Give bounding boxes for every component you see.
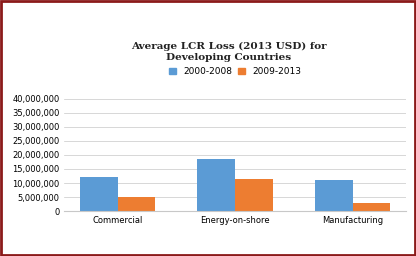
Bar (118, 197, 155, 211)
Text: Figure 4: Figure 4 (169, 11, 247, 28)
Bar (198, 159, 235, 211)
Text: Average LCR Loss (2013 USD) for
Developing Countries: Average LCR Loss (2013 USD) for Developi… (131, 42, 327, 62)
Bar (235, 179, 272, 211)
Bar (315, 180, 352, 211)
Bar (80, 177, 118, 211)
Legend: 2000-2008, 2009-2013: 2000-2008, 2009-2013 (169, 67, 301, 76)
Bar (352, 203, 390, 211)
